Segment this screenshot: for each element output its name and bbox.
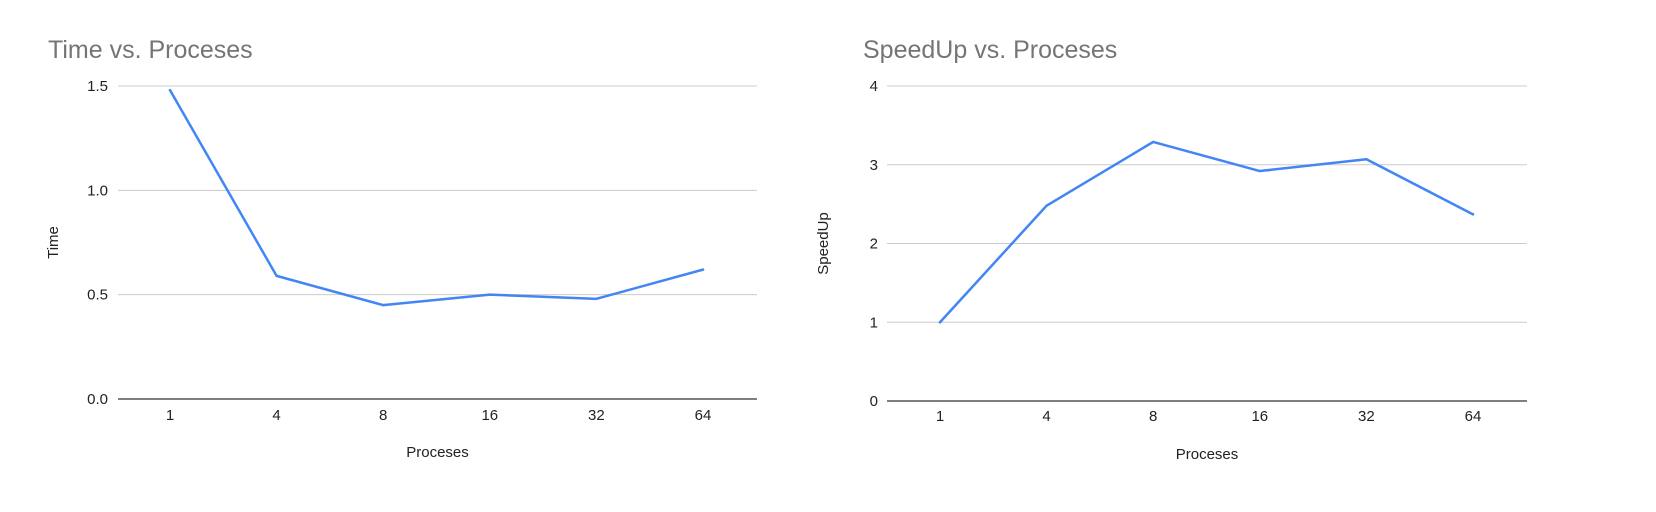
data-point <box>275 274 278 278</box>
data-point <box>938 321 942 324</box>
data-point <box>168 88 172 92</box>
y-tick-label: 1.0 <box>87 182 108 199</box>
x-tick-label: 4 <box>272 407 280 424</box>
y-tick-label: 0.0 <box>87 391 108 408</box>
y-axis-label: SpeedUp <box>815 212 832 275</box>
data-point <box>488 293 491 296</box>
time-chart-plot: 0.0 0.5 1.0 1.5 1 4 8 16 32 64 Proceses Time <box>45 78 757 461</box>
series-line <box>938 140 1475 324</box>
y-tick-label: 0.5 <box>87 287 108 304</box>
x-axis-label: Proceses <box>1176 446 1239 463</box>
y-axis-label: Time <box>45 226 62 259</box>
data-point <box>701 268 705 271</box>
y-tick-label: 1 <box>870 314 878 331</box>
x-tick-label: 64 <box>695 407 712 424</box>
y-tick-label: 1.5 <box>87 78 108 95</box>
data-point <box>1258 169 1261 173</box>
chart-title: SpeedUp vs. Proceses <box>863 36 1118 64</box>
x-tick-label: 8 <box>1149 408 1157 425</box>
x-tick-label: 1 <box>166 407 174 424</box>
y-tick-label: 2 <box>870 236 878 253</box>
x-tick-label: 1 <box>936 408 944 425</box>
x-tick-label: 16 <box>481 407 498 424</box>
x-tick-label: 8 <box>379 407 387 424</box>
y-tick-label: 0 <box>870 393 878 410</box>
data-point <box>1152 140 1155 144</box>
y-tick-label: 4 <box>870 78 878 95</box>
time-chart: Time vs. Proceses 0.0 0.5 1.0 1.5 1 4 8 16 32 64 P… <box>0 0 820 512</box>
x-tick-label: 64 <box>1465 408 1482 425</box>
series-line <box>168 88 705 307</box>
speedup-chart-plot: 0 1 2 3 4 1 4 8 16 32 64 Proceses SpeedUp <box>815 78 1527 463</box>
data-point <box>1471 213 1475 216</box>
data-point <box>595 297 598 301</box>
x-tick-label: 32 <box>588 407 605 424</box>
x-tick-label: 32 <box>1358 408 1375 425</box>
data-point <box>1365 158 1368 161</box>
data-point <box>1045 204 1048 207</box>
x-tick-label: 16 <box>1251 408 1268 425</box>
speedup-chart: SpeedUp vs. Proceses 0 1 2 3 4 1 4 8 16 32 64 Proce… <box>815 0 1656 512</box>
y-tick-label: 3 <box>870 157 878 174</box>
chart-title: Time vs. Proceses <box>48 36 253 64</box>
x-tick-label: 4 <box>1042 408 1050 425</box>
x-axis-label: Proceses <box>406 444 469 461</box>
data-point <box>382 303 385 307</box>
